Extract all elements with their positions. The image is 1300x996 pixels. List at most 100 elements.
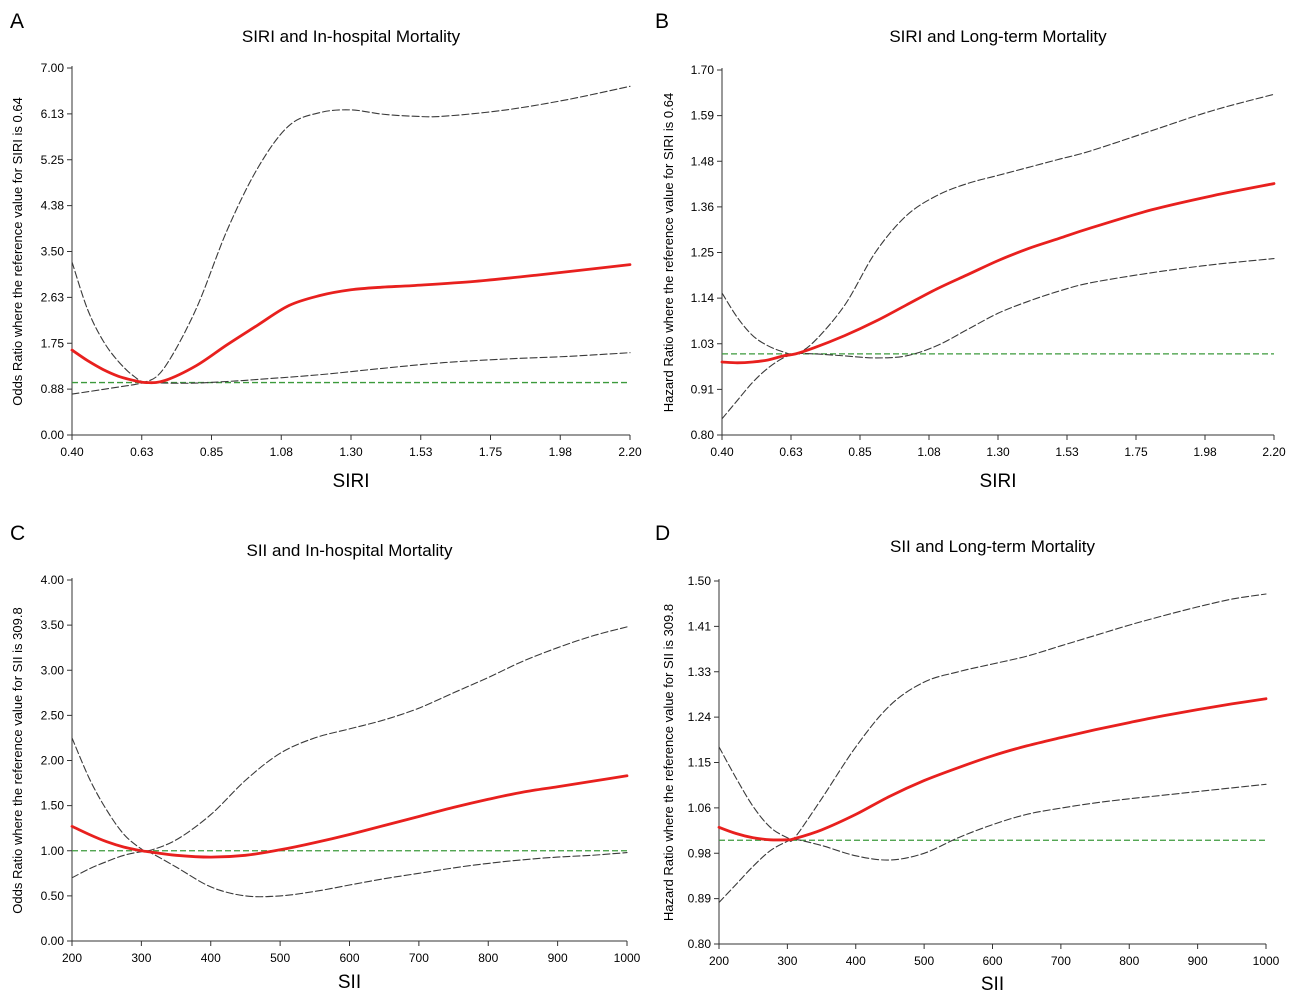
panel-b-estimate-line: [720, 182, 1276, 365]
panel-c-upper-ci-line: [71, 626, 628, 853]
panel-a-title: SIRI and In-hospital Mortality: [242, 27, 461, 46]
panel-a-y-tick-label: 6.13: [41, 107, 65, 121]
panel-b-upper-ci-line: [721, 93, 1275, 356]
panel-d-title: SII and Long-term Mortality: [890, 537, 1096, 556]
panel-d-y-tick-label: 1.33: [688, 665, 712, 679]
panel-b-y-axis-label: Hazard Ratio where the reference value f…: [661, 93, 676, 412]
panel-a-y-tick-label: 3.50: [41, 245, 65, 259]
panel-c-x-axis-label: SII: [338, 972, 361, 993]
panel-a-y-tick-label: 0.88: [41, 382, 65, 396]
panel-a-x-tick-label: 1.53: [409, 445, 433, 459]
panel-b-x-tick-label: 1.98: [1193, 445, 1217, 459]
panel-c-x-tick-label: 500: [270, 951, 290, 965]
panel-d-upper-ci-line: [718, 593, 1267, 842]
panel-c-x-tick-label: 700: [409, 951, 429, 965]
panel-d-y-tick-label: 1.15: [688, 756, 712, 770]
panel-c-y-tick-label: 2.00: [41, 754, 65, 768]
panel-d-lower-ci-line: [718, 783, 1267, 904]
panel-d-x-tick-label: 600: [982, 954, 1002, 968]
panel-b-x-tick-label: 1.53: [1055, 445, 1079, 459]
panel-b-lower-ci-line: [721, 258, 1275, 420]
panel-d-x-tick-label: 900: [1188, 954, 1208, 968]
panel-a-x-tick-label: 1.75: [479, 445, 503, 459]
panel-b-y-tick-label: 1.25: [691, 246, 715, 260]
panel-a-estimate-line: [70, 263, 632, 385]
panel-c: C SII and In-hospital Mortality 200 300 400 5…: [10, 522, 641, 993]
panel-a-y-tick-label: 1.75: [41, 336, 65, 350]
panel-d-y-axis-label: Hazard Ratio where the reference value f…: [661, 604, 676, 921]
panel-d-x-tick-label: 800: [1119, 954, 1139, 968]
panel-d-y-tick-label: 0.80: [688, 937, 712, 951]
panel-c-y-tick-label: 3.00: [41, 663, 65, 677]
panel-a-upper-ci-line: [71, 85, 631, 383]
panel-a-y-axis-label: Odds Ratio where the reference value for…: [10, 97, 25, 406]
panel-b-x-tick-label: 0.63: [779, 445, 803, 459]
panel-d-letter: D: [655, 522, 670, 545]
panel-c-x-tick-label: 600: [339, 951, 359, 965]
panel-c-title: SII and In-hospital Mortality: [247, 541, 453, 560]
panel-a-y-tick-label: 7.00: [41, 61, 65, 75]
panel-d-x-tick-label: 1000: [1253, 954, 1280, 968]
panel-b-x-tick-label: 0.85: [848, 445, 872, 459]
panel-c-estimate-line: [70, 774, 629, 859]
panel-a-x-tick-label: 2.20: [618, 445, 642, 459]
panel-a-y-tick-label: 2.63: [41, 290, 65, 304]
panel-b-x-axis-label: SIRI: [980, 471, 1017, 492]
panel-b-x-tick-label: 1.08: [917, 445, 941, 459]
panel-b-x-tick-label: 2.20: [1262, 445, 1286, 459]
panel-d-y-tick-label: 1.06: [688, 801, 712, 815]
panel-a-x-axis-label: SIRI: [333, 471, 370, 492]
panel-d-x-tick-label: 400: [846, 954, 866, 968]
panel-c-y-tick-label: 4.00: [41, 573, 65, 587]
panel-c-y-tick-label: 1.50: [41, 799, 65, 813]
panel-b-y-tick-label: 1.70: [691, 63, 715, 77]
panel-a-x-tick-label: 1.08: [270, 445, 294, 459]
panel-b-x-tick-label: 0.40: [710, 445, 734, 459]
panel-b-y-tick-label: 1.14: [691, 291, 715, 305]
panel-d-y-tick-label: 1.50: [688, 574, 712, 588]
panel-c-lower-ci-line: [71, 849, 628, 898]
panel-d-y-tick-label: 1.24: [688, 710, 712, 724]
panel-d-x-axis-label: SII: [981, 974, 1004, 995]
panel-c-letter: C: [10, 522, 25, 545]
panel-b-y-tick-label: 1.36: [691, 200, 715, 214]
panel-d-x-tick-label: 700: [1051, 954, 1071, 968]
panel-a-x-tick-label: 1.98: [549, 445, 573, 459]
panel-b-x-tick-label: 1.75: [1124, 445, 1148, 459]
panel-d-x-tick-label: 300: [777, 954, 797, 968]
panel-c-y-tick-label: 3.50: [41, 618, 65, 632]
panel-a-letter: A: [10, 10, 24, 33]
panel-a-y-tick-label: 4.38: [41, 199, 65, 213]
panel-c-x-tick-label: 800: [478, 951, 498, 965]
panel-d-y-tick-label: 1.41: [688, 619, 712, 633]
panel-d-estimate-line: [717, 697, 1268, 842]
panel-c-x-tick-label: 400: [201, 951, 221, 965]
panel-c-x-tick-label: 300: [131, 951, 151, 965]
panel-c-y-tick-label: 2.50: [41, 708, 65, 722]
panel-d-y-tick-label: 0.98: [688, 846, 712, 860]
panel-a-x-tick-label: 0.40: [60, 445, 84, 459]
panel-c-y-axis-label: Odds Ratio where the reference value for…: [10, 607, 25, 913]
panel-d: D SII and Long-term Mortality 200 300 400 500…: [655, 522, 1280, 995]
panel-b-x-tick-label: 1.30: [986, 445, 1010, 459]
panel-a-y-tick-label: 0.00: [41, 428, 65, 442]
panel-b-y-tick-label: 0.80: [691, 428, 715, 442]
panel-a-lower-ci-line: [71, 352, 631, 395]
panel-b-y-tick-label: 1.59: [691, 109, 715, 123]
panel-b-y-tick-label: 0.91: [691, 382, 715, 396]
panel-b-y-tick-label: 1.48: [691, 154, 715, 168]
panel-b-y-tick-label: 1.03: [691, 337, 715, 351]
panel-c-x-tick-label: 900: [548, 951, 568, 965]
panel-c-y-tick-label: 0.00: [41, 934, 65, 948]
panel-a-y-tick-label: 5.25: [41, 153, 65, 167]
panel-b-letter: B: [655, 10, 669, 33]
panel-c-x-tick-label: 1000: [614, 951, 641, 965]
panel-a: A SIRI and In-hospital Mortality 0.40 0.63 0…: [10, 10, 642, 492]
panel-d-y-tick-label: 0.89: [688, 892, 712, 906]
panel-a-x-tick-label: 0.85: [200, 445, 224, 459]
panel-d-x-tick-label: 200: [709, 954, 729, 968]
panel-a-x-tick-label: 0.63: [130, 445, 154, 459]
panel-a-x-tick-label: 1.30: [339, 445, 363, 459]
panel-c-y-tick-label: 0.50: [41, 889, 65, 903]
